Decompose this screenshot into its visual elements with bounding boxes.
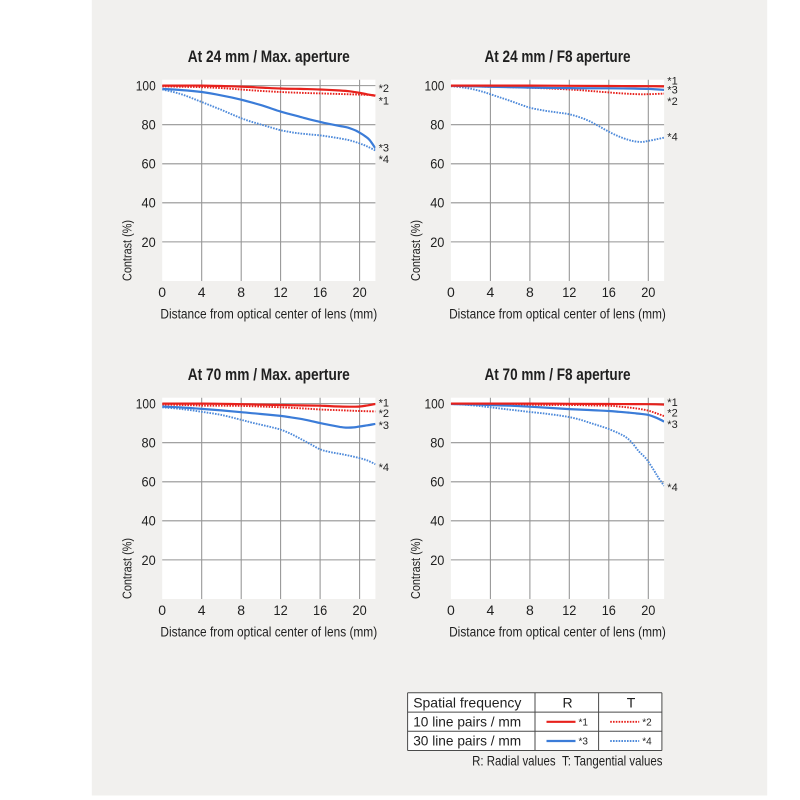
svg-text:8: 8 (237, 284, 245, 300)
svg-text:16: 16 (313, 284, 327, 300)
svg-text:Spatial frequency: Spatial frequency (413, 694, 521, 710)
svg-text:Contrast (%): Contrast (%) (119, 220, 134, 281)
svg-text:16: 16 (602, 602, 616, 618)
svg-text:12: 12 (562, 284, 576, 300)
svg-text:At 70 mm / F8 aperture: At 70 mm / F8 aperture (485, 365, 631, 384)
svg-text:80: 80 (430, 435, 444, 451)
svg-text:20: 20 (641, 602, 655, 618)
svg-text:20: 20 (353, 284, 367, 300)
svg-text:10 line pairs / mm: 10 line pairs / mm (413, 714, 521, 730)
svg-text:8: 8 (237, 602, 245, 618)
svg-text:At 24 mm / Max. aperture: At 24 mm / Max. aperture (188, 47, 350, 66)
svg-text:*2: *2 (667, 407, 677, 419)
svg-text:*4: *4 (379, 462, 389, 474)
svg-text:*3: *3 (379, 420, 389, 432)
svg-text:*4: *4 (379, 154, 389, 166)
svg-text:20: 20 (142, 234, 156, 250)
svg-text:80: 80 (142, 117, 156, 133)
svg-text:16: 16 (602, 284, 616, 300)
svg-text:4: 4 (487, 284, 495, 300)
svg-text:Distance from optical center o: Distance from optical center of lens (mm… (449, 625, 666, 640)
svg-text:Contrast (%): Contrast (%) (408, 538, 423, 599)
svg-text:*1: *1 (379, 96, 389, 108)
svg-text:12: 12 (274, 284, 288, 300)
svg-text:*2: *2 (642, 717, 652, 728)
svg-text:*3: *3 (667, 84, 677, 96)
svg-text:Contrast (%): Contrast (%) (119, 538, 134, 599)
svg-text:20: 20 (641, 284, 655, 300)
svg-text:8: 8 (526, 602, 534, 618)
svg-text:100: 100 (136, 78, 156, 94)
svg-text:Distance from optical center o: Distance from optical center of lens (mm… (160, 307, 377, 322)
svg-text:R: Radial values T: Tangentia: R: Radial values T: Tangential values (472, 753, 662, 769)
svg-text:60: 60 (142, 474, 156, 490)
svg-text:60: 60 (142, 156, 156, 172)
svg-text:20: 20 (430, 234, 444, 250)
svg-text:4: 4 (198, 602, 206, 618)
svg-text:60: 60 (430, 474, 444, 490)
svg-text:*2: *2 (379, 408, 389, 420)
svg-text:*1: *1 (379, 397, 389, 409)
svg-text:40: 40 (142, 195, 156, 211)
svg-text:*4: *4 (667, 132, 677, 144)
svg-text:40: 40 (142, 513, 156, 529)
svg-text:40: 40 (430, 513, 444, 529)
svg-text:20: 20 (430, 552, 444, 568)
svg-text:*1: *1 (579, 717, 589, 728)
svg-text:80: 80 (430, 117, 444, 133)
svg-text:60: 60 (430, 156, 444, 172)
svg-text:*2: *2 (379, 83, 389, 95)
svg-text:*1: *1 (667, 397, 677, 409)
svg-text:*3: *3 (579, 737, 589, 748)
svg-text:80: 80 (142, 435, 156, 451)
svg-text:Contrast (%): Contrast (%) (408, 220, 423, 281)
svg-text:16: 16 (313, 602, 327, 618)
svg-text:T: T (627, 694, 636, 710)
svg-text:0: 0 (447, 284, 455, 300)
svg-text:40: 40 (430, 195, 444, 211)
svg-text:*2: *2 (667, 96, 677, 108)
svg-text:12: 12 (274, 602, 288, 618)
svg-text:*4: *4 (667, 482, 677, 494)
svg-text:*1: *1 (667, 76, 677, 88)
svg-text:0: 0 (447, 602, 455, 618)
svg-text:Distance from optical center o: Distance from optical center of lens (mm… (449, 307, 666, 322)
svg-text:At 24 mm / F8 aperture: At 24 mm / F8 aperture (485, 47, 631, 66)
svg-text:8: 8 (526, 284, 534, 300)
svg-text:4: 4 (487, 602, 495, 618)
svg-text:R: R (562, 694, 572, 710)
svg-text:12: 12 (562, 602, 576, 618)
svg-text:0: 0 (158, 602, 166, 618)
svg-text:20: 20 (353, 602, 367, 618)
svg-text:20: 20 (142, 552, 156, 568)
svg-text:4: 4 (198, 284, 206, 300)
svg-text:*3: *3 (667, 419, 677, 431)
svg-text:*4: *4 (642, 737, 652, 748)
svg-text:Distance from optical center o: Distance from optical center of lens (mm… (160, 625, 377, 640)
svg-text:30 line pairs / mm: 30 line pairs / mm (413, 733, 521, 749)
svg-text:At 70 mm / Max. aperture: At 70 mm / Max. aperture (188, 365, 350, 384)
svg-text:100: 100 (136, 396, 156, 412)
svg-text:100: 100 (425, 396, 445, 412)
svg-text:0: 0 (158, 284, 166, 300)
svg-text:100: 100 (425, 78, 445, 94)
svg-text:*3: *3 (379, 143, 389, 155)
